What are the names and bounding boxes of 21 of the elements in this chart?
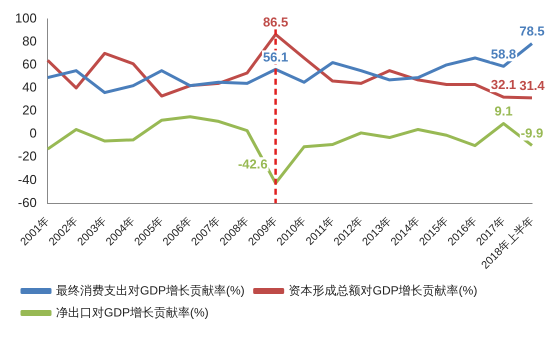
legend-label: 资本形成总额对GDP增长贡献率(%) <box>288 283 478 298</box>
y-tick-label: -40 <box>18 172 37 187</box>
data-label: 9.1 <box>494 104 513 119</box>
data-label: 58.8 <box>490 46 516 62</box>
data-label: -42.6 <box>238 156 268 172</box>
data-label: 56.1 <box>262 49 288 64</box>
y-tick-label: -20 <box>18 148 37 164</box>
data-label: 86.5 <box>262 14 288 30</box>
y-tick-label: -60 <box>18 194 37 210</box>
data-label: 31.4 <box>519 78 546 93</box>
y-tick-label: 80 <box>22 33 37 48</box>
data-label: 32.1 <box>490 77 516 92</box>
y-tick-label: 20 <box>22 102 37 118</box>
data-label: 78.5 <box>519 24 545 39</box>
data-label: -9.9 <box>520 126 544 141</box>
y-tick-label: 0 <box>29 126 37 141</box>
legend-label: 最终消费支出对GDP增长贡献率(%) <box>56 283 245 298</box>
y-tick-label: 100 <box>14 10 37 26</box>
y-tick-label: 40 <box>22 80 37 95</box>
legend-label: 净出口对GDP增长贡献率(%) <box>56 305 209 320</box>
y-tick-label: 60 <box>22 56 37 72</box>
